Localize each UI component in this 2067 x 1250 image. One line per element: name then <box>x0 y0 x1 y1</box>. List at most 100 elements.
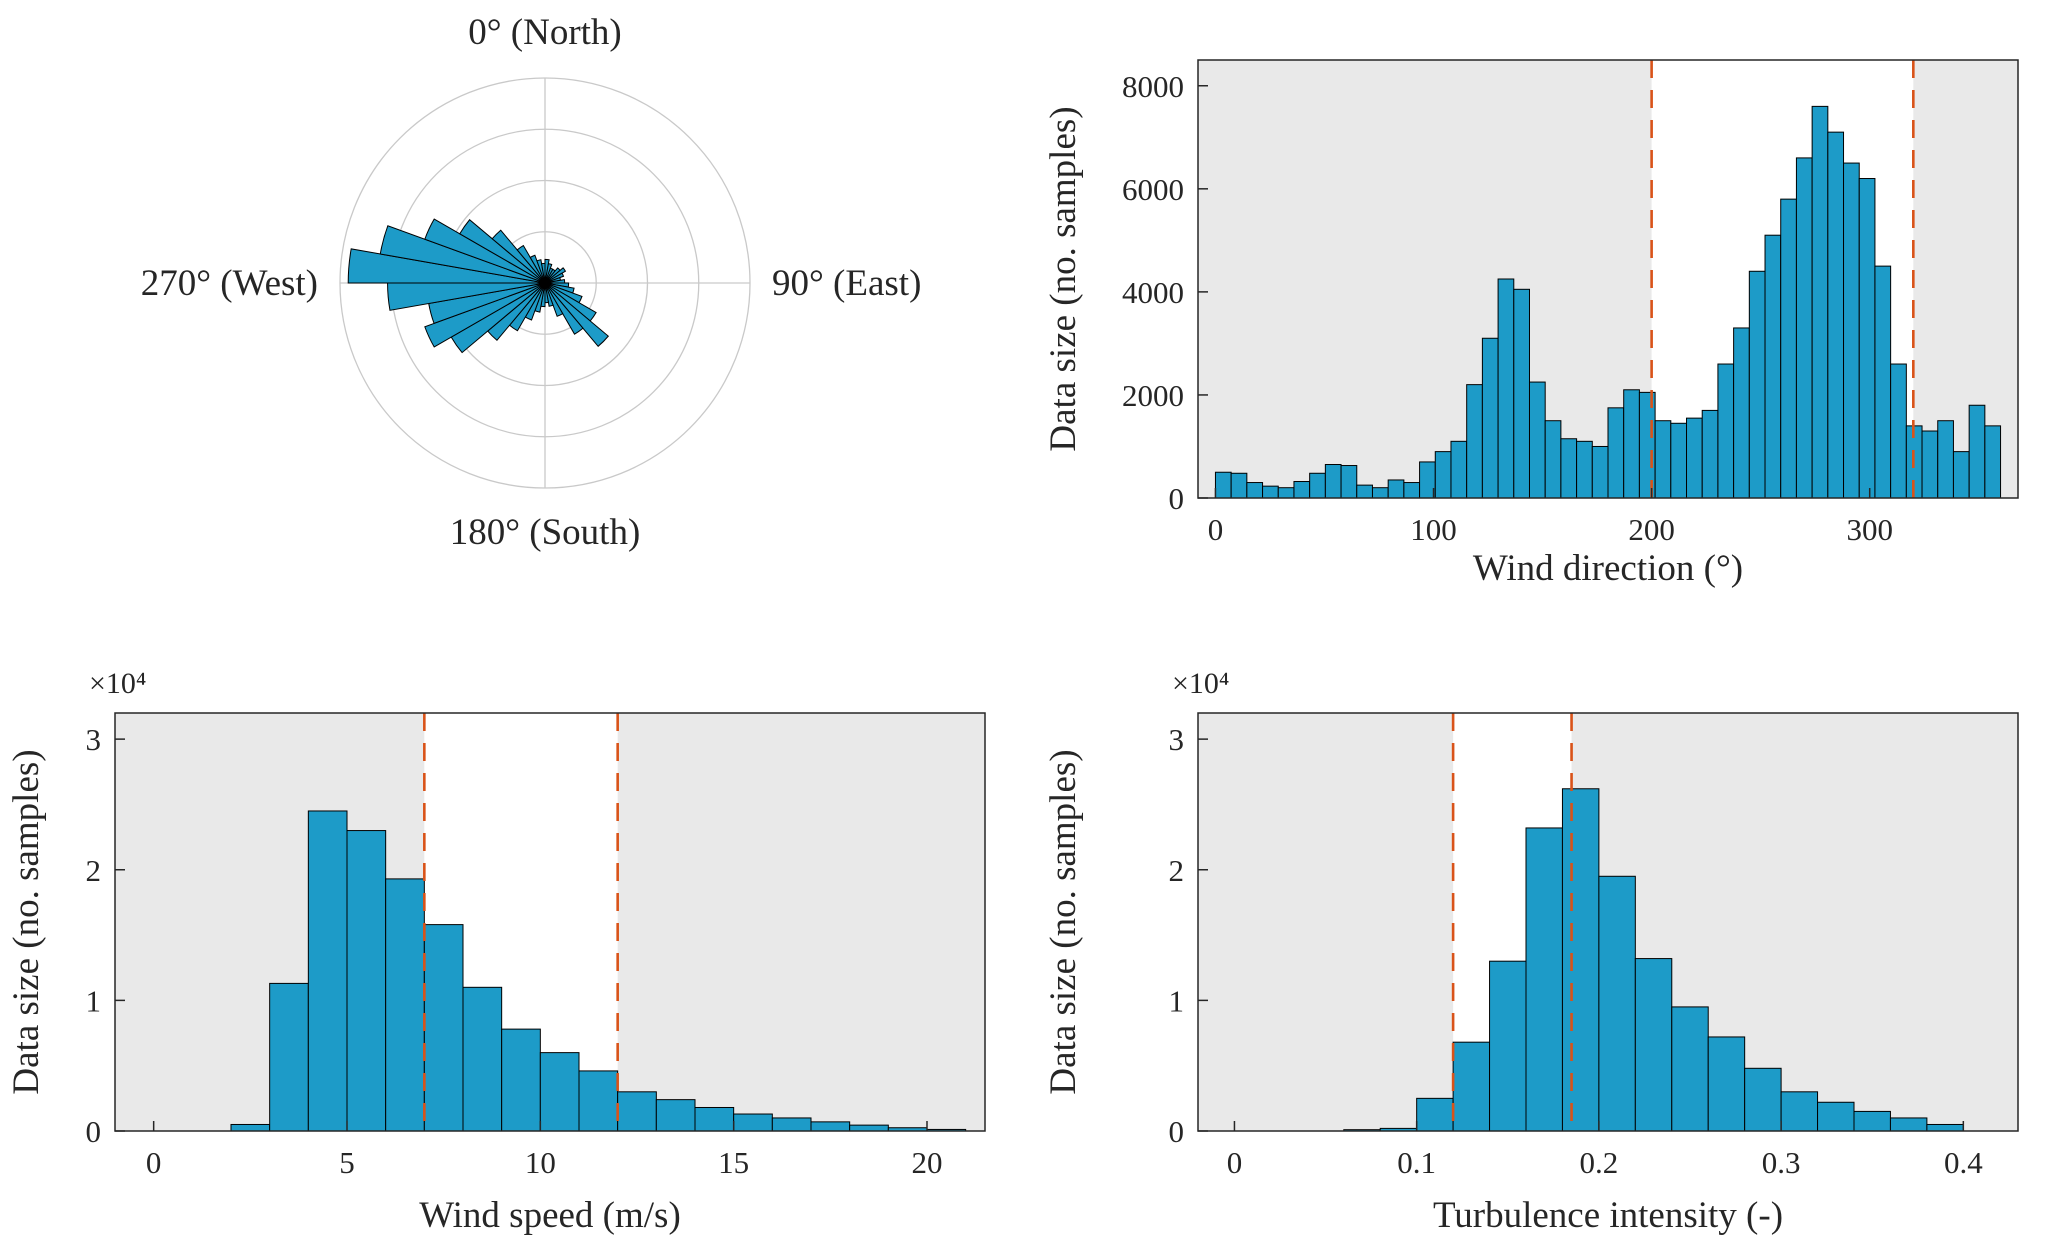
rose-petal <box>516 244 546 284</box>
wind-rose-chart: 0° (North) 90° (East) 180° (South) 270° (We… <box>141 12 922 553</box>
x-tick-label: 0.4 <box>1944 1145 1983 1180</box>
histogram-bar <box>1764 234 1782 499</box>
histogram-bar <box>1733 327 1750 499</box>
rose-petal <box>529 254 546 284</box>
histogram-bar <box>1277 487 1295 499</box>
rose-petal <box>544 267 567 284</box>
histogram-bar <box>346 830 387 1132</box>
histogram-bar <box>1416 1097 1454 1132</box>
histogram-bar <box>1489 960 1527 1132</box>
y-tick-label: 0 <box>1169 1114 1185 1149</box>
histogram-bar <box>1843 162 1860 499</box>
rose-petal <box>459 219 546 284</box>
y-tick-label: 2 <box>1169 853 1185 888</box>
histogram-bar <box>1591 445 1609 499</box>
histogram-bar <box>1544 420 1562 499</box>
histogram-bar <box>1246 482 1264 499</box>
histogram-bar <box>1356 484 1373 499</box>
y-axis-label: Data size (no. samples) <box>1043 106 1084 451</box>
y-tick-label: 3 <box>1169 722 1185 757</box>
x-tick-label: 5 <box>339 1145 355 1180</box>
histogram-bar <box>385 878 425 1132</box>
rose-petal <box>544 282 584 335</box>
histogram-bar <box>1780 198 1797 499</box>
rose-petal <box>544 282 610 348</box>
histogram-bar <box>1748 270 1766 499</box>
excluded-region-right <box>617 713 985 1131</box>
histogram-bar <box>501 1028 541 1132</box>
histogram-bar <box>1744 1067 1782 1132</box>
histogram-bar <box>1937 420 1954 499</box>
histogram-bar <box>1717 363 1735 499</box>
x-tick-label: 0 <box>1227 1145 1243 1180</box>
histogram-bar <box>230 1123 271 1132</box>
x-tick-label: 10 <box>525 1145 556 1180</box>
histogram-bar <box>1811 105 1829 499</box>
histogram-bar <box>1481 337 1499 499</box>
histogram-bar <box>733 1113 773 1132</box>
histogram-bar <box>1340 465 1358 499</box>
histogram-bar <box>1452 1041 1491 1132</box>
histogram-bar <box>655 1099 696 1132</box>
histogram-bar <box>1513 288 1530 499</box>
histogram-bar <box>617 1091 657 1132</box>
histogram-bar <box>1701 409 1719 499</box>
histogram-bar <box>1560 438 1578 499</box>
histogram-bar <box>1634 958 1673 1132</box>
rose-label-south: 180° (South) <box>450 512 641 553</box>
rose-petal <box>536 259 546 284</box>
x-tick-label: 0 <box>146 1145 162 1180</box>
y-tick-label: 8000 <box>1122 69 1184 104</box>
x-tick-label: 0.1 <box>1397 1145 1436 1180</box>
x-tick-label: 0.3 <box>1762 1145 1801 1180</box>
x-tick-label: 0 <box>1208 512 1224 547</box>
wind-direction-chart: 0 100 200 300 0 2000 4000 6000 8000 Wind directio… <box>1043 59 2019 589</box>
histogram-bar <box>1686 417 1703 499</box>
histogram-bar <box>771 1117 812 1132</box>
histogram-bar <box>1309 472 1326 499</box>
histogram-bar <box>1497 278 1515 499</box>
histogram-bar <box>1889 1117 1928 1132</box>
rose-label-east: 90° (East) <box>772 263 921 304</box>
x-axis-label: Wind direction (°) <box>1473 548 1743 589</box>
y-axis-label: Data size (no. samples) <box>6 749 47 1094</box>
y-tick-label: 1 <box>86 983 102 1018</box>
rose-petal <box>491 229 546 284</box>
axes-box <box>1197 712 2019 1132</box>
x-axis-label: Wind speed (m/s) <box>419 1195 681 1236</box>
histogram-bar <box>1450 440 1468 499</box>
histogram-bar <box>269 982 309 1132</box>
histogram-bar <box>307 810 348 1132</box>
histogram-bar <box>1968 404 1986 499</box>
excluded-region-left <box>1198 60 1652 498</box>
histogram-bar <box>849 1124 889 1132</box>
wind-speed-chart: 0 5 10 15 20 0 1 2 3 Wind speed (m/s) Data size (n… <box>6 667 986 1236</box>
rose-petal <box>424 218 546 284</box>
histogram-bar <box>1984 425 2002 499</box>
wind-direction-histogram-panel: 0 100 200 300 0 2000 4000 6000 8000 Wind directio… <box>1033 0 2067 625</box>
turbulence-intensity-histogram-panel: 0 0.1 0.2 0.3 0.4 0 1 2 3 Turbulence intensity (-… <box>1033 625 2067 1250</box>
histogram-bar <box>1874 265 1892 499</box>
histogram-bar <box>1817 1101 1855 1132</box>
rose-petal <box>541 262 546 284</box>
rose-petal <box>544 272 565 284</box>
axes-box <box>114 712 986 1132</box>
x-tick-label: 15 <box>718 1145 749 1180</box>
y-tick-label: 6000 <box>1122 172 1184 207</box>
histogram-bar <box>1324 464 1342 499</box>
histogram-bar <box>1262 485 1279 499</box>
histogram-bar <box>1214 471 1232 499</box>
histogram-bar <box>1853 1110 1891 1132</box>
y-tick-label: 4000 <box>1122 275 1184 310</box>
x-tick-label: 0.2 <box>1580 1145 1619 1180</box>
rose-petal <box>379 225 546 284</box>
histogram-bar <box>1795 157 1813 499</box>
histogram-bar <box>1671 1006 1709 1132</box>
axes-box <box>1197 59 2019 499</box>
x-axis-label: Turbulence intensity (-) <box>1433 1195 1783 1236</box>
histogram-bar <box>1230 472 1248 499</box>
y-axis-exponent: ×10⁴ <box>89 667 146 700</box>
histogram-bar <box>1780 1091 1819 1132</box>
histogram-bar <box>1858 178 1876 499</box>
